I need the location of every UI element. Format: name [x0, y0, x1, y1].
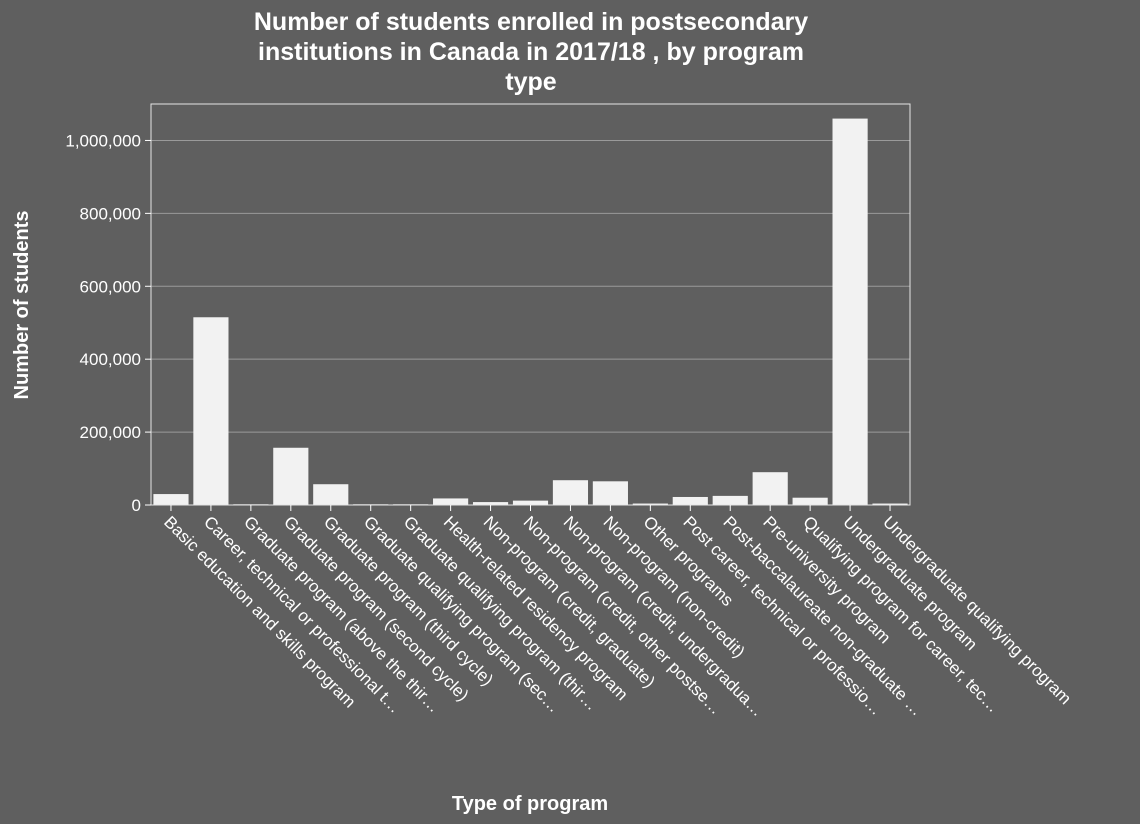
chart-title: Number of students enrolled in postsecon…	[254, 8, 808, 96]
chart-title-line-1: Number of students enrolled in postsecon…	[254, 8, 808, 36]
y-axis-ticks: 0 200,000 400,000 600,000 800,000 1,000,000	[65, 131, 151, 515]
gridlines	[151, 139, 910, 506]
y-tick-label: 400,000	[80, 350, 141, 369]
bars	[153, 118, 908, 505]
bar	[832, 118, 868, 505]
bar	[193, 317, 229, 505]
bar	[273, 447, 309, 505]
x-axis-ticks: Basic education and skills programCareer…	[160, 505, 1075, 720]
bar	[552, 480, 589, 505]
y-tick-label: 0	[132, 496, 141, 515]
bar	[792, 497, 828, 505]
bar	[433, 498, 469, 505]
bar	[153, 494, 189, 505]
bar	[512, 500, 549, 505]
bar	[672, 496, 708, 505]
bar	[632, 503, 668, 505]
y-tick-label: 800,000	[80, 204, 141, 223]
y-tick-label: 1,000,000	[65, 131, 141, 150]
plot-frame	[150, 103, 911, 506]
bar	[472, 502, 509, 505]
y-tick-label: 600,000	[80, 277, 141, 296]
y-tick-label: 200,000	[80, 423, 141, 442]
bar	[712, 495, 748, 505]
bar	[872, 503, 908, 505]
y-axis-label: Number of students	[11, 211, 33, 400]
chart-title-line-3: type	[505, 68, 557, 96]
chart-title-line-2: institutions in Canada in 2017/18 , by p…	[258, 38, 804, 66]
x-axis-label: Type of program	[452, 793, 608, 815]
bar	[752, 472, 788, 505]
bar	[313, 484, 349, 505]
bar	[592, 481, 628, 505]
